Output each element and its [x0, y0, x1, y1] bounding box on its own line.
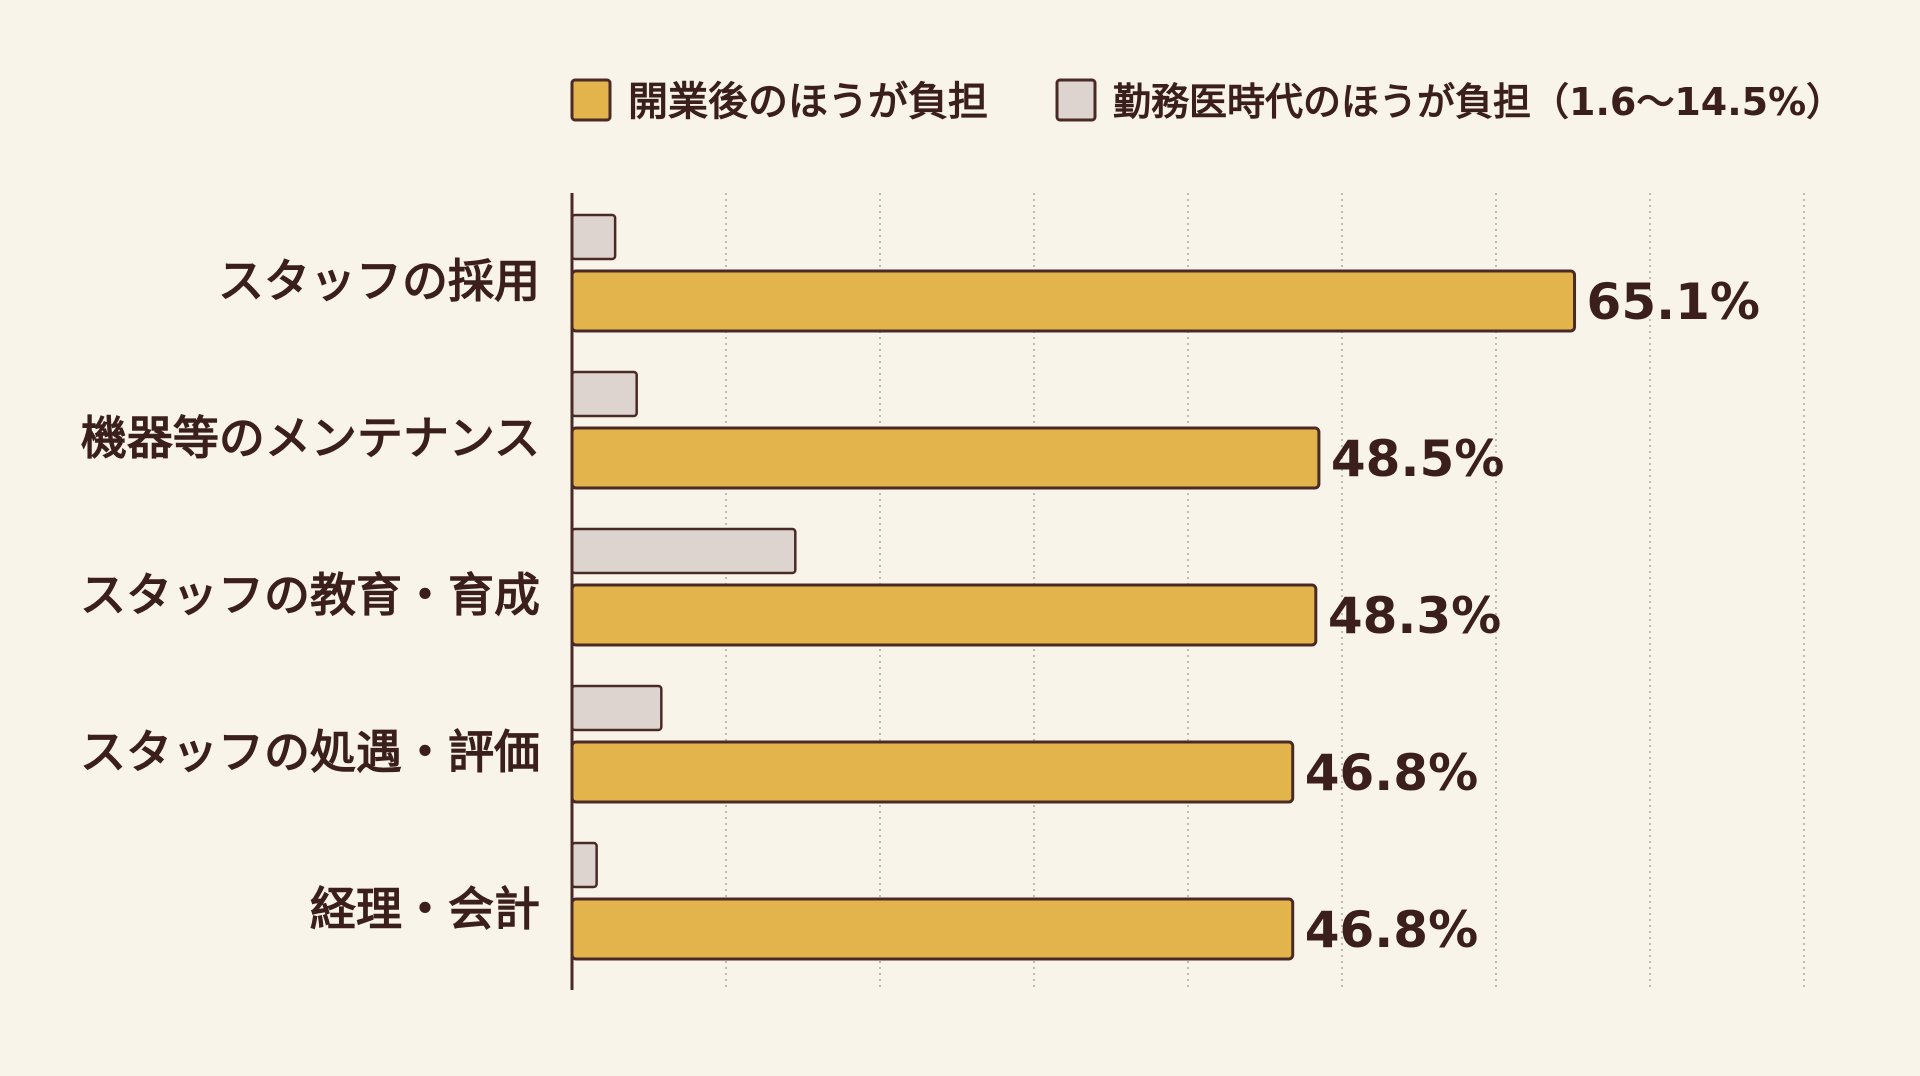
legend-label: 開業後のほうが負担: [628, 79, 988, 125]
value-label: 48.3%: [1328, 587, 1501, 645]
bar-employed-doctor: [570, 841, 598, 889]
legend: 開業後のほうが負担 勤務医時代のほうが負担（1.6〜14.5%）: [570, 78, 1844, 125]
value-label: 46.8%: [1305, 901, 1478, 959]
bar-after-opening: [570, 426, 1321, 490]
legend-swatch: [570, 78, 612, 122]
value-label: 65.1%: [1587, 273, 1760, 331]
bar-employed-doctor: [570, 370, 638, 418]
bars: [570, 213, 1577, 961]
bar-after-opening: [570, 583, 1318, 647]
legend-swatch: [1055, 78, 1097, 122]
value-label: 46.8%: [1305, 744, 1478, 802]
value-label: 48.5%: [1331, 430, 1504, 488]
value-labels: 65.1% 48.5% 48.3% 46.8% 46.8%: [1305, 273, 1760, 959]
bar-employed-doctor: [570, 684, 663, 732]
bar-employed-doctor: [570, 527, 797, 575]
category-label: 機器等のメンテナンス: [81, 411, 540, 465]
category-label: 経理・会計: [310, 882, 540, 936]
bar-after-opening: [570, 897, 1295, 961]
category-label: スタッフの教育・育成: [80, 568, 540, 622]
bar-employed-doctor: [570, 213, 617, 261]
category-labels: スタッフの採用機器等のメンテナンススタッフの教育・育成スタッフの処遇・評価経理・…: [80, 254, 540, 936]
category-label: スタッフの処遇・評価: [80, 725, 540, 779]
bar-after-opening: [570, 269, 1577, 333]
category-label: スタッフの採用: [218, 254, 540, 308]
bar-after-opening: [570, 740, 1295, 804]
legend-label: 勤務医時代のほうが負担（1.6〜14.5%）: [1113, 80, 1844, 124]
